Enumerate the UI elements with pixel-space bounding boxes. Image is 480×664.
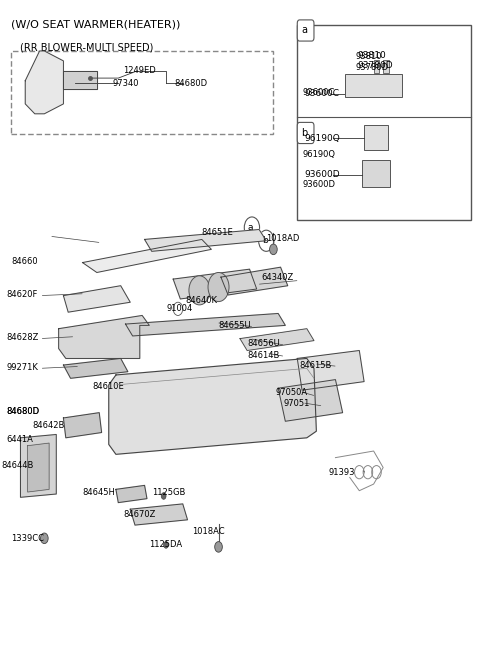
FancyBboxPatch shape [297,122,314,143]
Text: 84656U: 84656U [247,339,280,349]
Text: 93780D: 93780D [357,61,393,70]
Text: 1125DA: 1125DA [149,540,182,549]
Text: 84628Z: 84628Z [6,333,38,342]
Text: 84610E: 84610E [92,382,124,390]
Text: 93810: 93810 [356,52,382,62]
Text: (RR BLOWER-MULTI SPEED): (RR BLOWER-MULTI SPEED) [21,42,154,52]
Polygon shape [297,351,364,390]
Text: 93600D: 93600D [302,180,335,189]
Text: 93810: 93810 [357,51,385,60]
Text: 84644B: 84644B [1,461,34,470]
Polygon shape [28,443,49,492]
Circle shape [215,542,222,552]
Circle shape [161,493,166,499]
Circle shape [189,276,210,305]
Polygon shape [125,313,285,336]
Text: 1249ED: 1249ED [123,66,156,74]
Polygon shape [59,315,149,359]
Polygon shape [240,329,314,351]
FancyBboxPatch shape [11,51,274,133]
Polygon shape [63,412,102,438]
Text: 1339CC: 1339CC [11,534,44,542]
Bar [362,160,390,187]
Text: 96190Q: 96190Q [304,133,340,143]
Polygon shape [83,240,211,272]
Text: a: a [301,25,307,35]
FancyBboxPatch shape [297,20,314,41]
Polygon shape [116,485,147,503]
Polygon shape [25,51,63,114]
Text: 84680D: 84680D [6,407,39,416]
Polygon shape [63,71,97,89]
Text: b: b [262,236,267,245]
Text: 99271K: 99271K [6,363,38,372]
Text: 84642B: 84642B [33,422,65,430]
Text: 84651E: 84651E [202,228,234,237]
Bar [383,60,389,73]
Circle shape [270,244,277,254]
Text: 84620F: 84620F [6,290,37,299]
Polygon shape [130,504,188,525]
Text: (W/O SEAT WARMER(HEATER)): (W/O SEAT WARMER(HEATER)) [11,19,180,29]
Text: 96190Q: 96190Q [302,150,335,159]
Text: 6441A: 6441A [6,435,33,444]
Text: 93600C: 93600C [302,88,335,97]
Circle shape [164,542,168,548]
Text: 1125GB: 1125GB [152,487,185,497]
Text: 84645H: 84645H [83,487,115,497]
Bar [373,60,379,73]
Text: 84680D: 84680D [6,407,39,416]
Text: 1018AC: 1018AC [192,527,225,537]
Text: 84614B: 84614B [247,351,279,360]
Text: 97050A: 97050A [276,388,308,397]
Polygon shape [144,230,266,252]
Text: 84660: 84660 [11,257,37,266]
Text: 97051: 97051 [284,399,310,408]
Bar [345,74,402,97]
Polygon shape [63,286,130,312]
Text: 1018AD: 1018AD [266,234,300,242]
Polygon shape [63,359,128,378]
Text: b: b [301,128,307,138]
Text: 64340Z: 64340Z [262,274,294,282]
Polygon shape [278,380,343,421]
Polygon shape [21,434,56,497]
Bar [297,25,471,220]
Text: 91004: 91004 [166,304,192,313]
Polygon shape [173,269,257,299]
Text: 93600C: 93600C [304,90,339,98]
Bar [364,125,388,150]
Polygon shape [221,267,288,295]
Text: 93600D: 93600D [304,170,340,179]
Text: 93780D: 93780D [356,63,389,72]
Text: 84615B: 84615B [300,361,332,370]
Text: 84670Z: 84670Z [123,510,156,519]
Text: 97340: 97340 [113,79,139,88]
Text: 84680D: 84680D [175,79,208,88]
Text: 84640K: 84640K [185,295,217,305]
Circle shape [208,272,229,301]
Text: 84655U: 84655U [218,321,251,330]
Polygon shape [109,359,316,454]
Circle shape [40,533,48,544]
Text: 91393: 91393 [328,467,355,477]
Text: a: a [248,223,253,232]
